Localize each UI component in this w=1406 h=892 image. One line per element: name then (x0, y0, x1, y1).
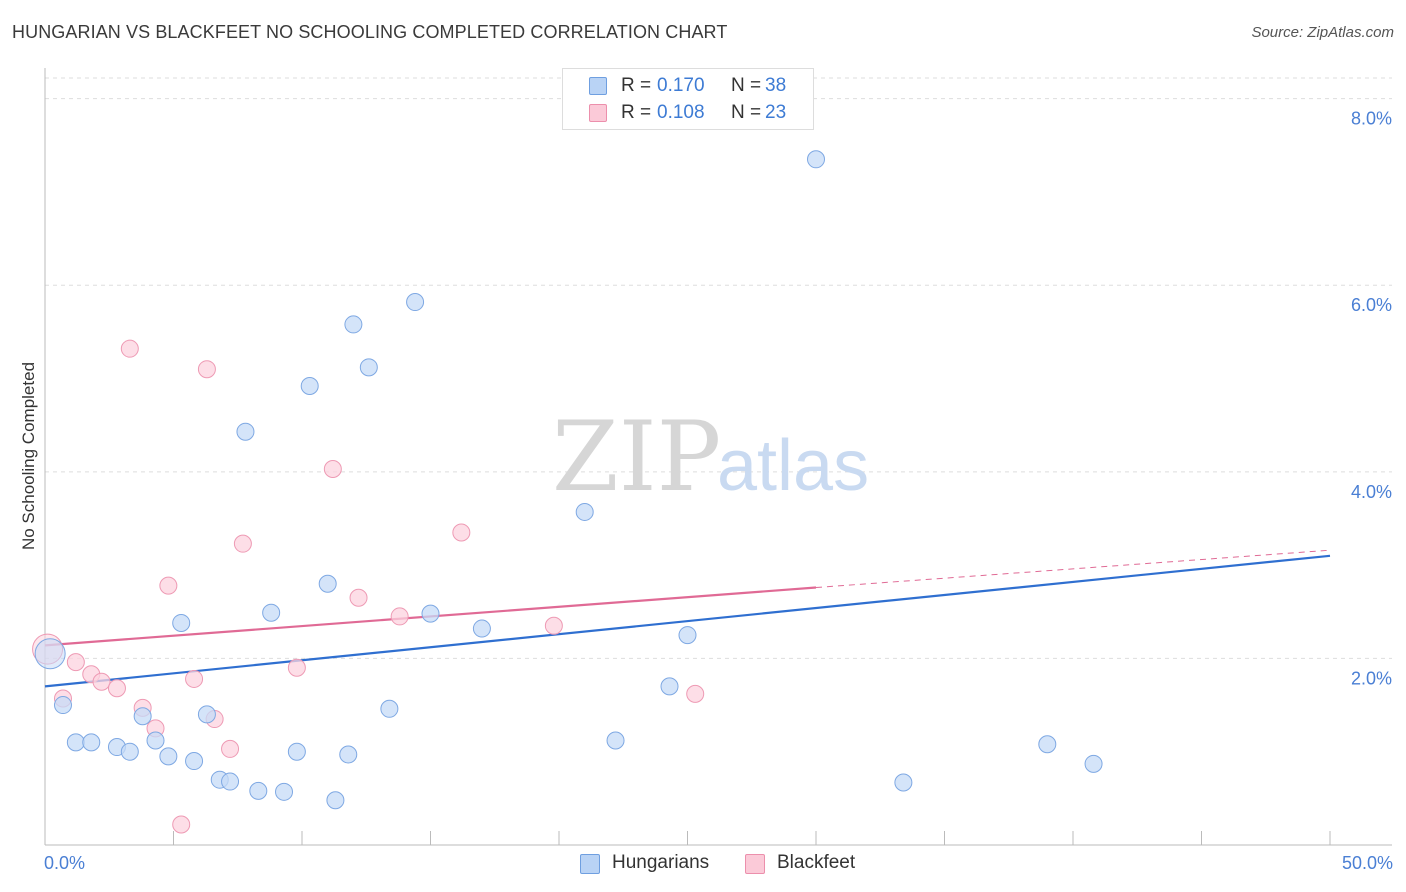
point-hungarians (250, 782, 267, 799)
bottom-legend-label-blackfeet: Blackfeet (777, 852, 855, 874)
bottom-legend-label-hungarians: Hungarians (612, 852, 709, 874)
legend-n-label: N = (731, 102, 761, 124)
point-hungarians (301, 378, 318, 395)
legend-swatch-blackfeet (589, 104, 607, 122)
scatter-chart: ZIP atlas 2.0% 4.0% 6.0% 8.0% 0.0% 50.0% No S… (0, 0, 1406, 892)
watermark-atlas: atlas (717, 426, 869, 506)
point-blackfeet (545, 617, 562, 634)
point-hungarians (808, 151, 825, 168)
point-hungarians (1039, 736, 1056, 753)
trend-lines (45, 550, 1330, 686)
grid-lines (45, 78, 1392, 658)
trendline-hungarians (45, 556, 1330, 687)
y-axis-title: No Schooling Completed (19, 362, 38, 550)
point-hungarians (319, 575, 336, 592)
point-blackfeet (288, 659, 305, 676)
point-blackfeet (108, 680, 125, 697)
legend-swatch-hungarians (589, 77, 607, 95)
point-hungarians (473, 620, 490, 637)
point-blackfeet (350, 589, 367, 606)
legend-n-value: 38 (765, 75, 786, 97)
correlation-legend: R = 0.170 N = 38 R = 0.108 N = 23 (562, 68, 814, 130)
point-blackfeet (93, 673, 110, 690)
point-blackfeet (234, 535, 251, 552)
legend-n-value: 23 (765, 102, 786, 124)
point-hungarians (895, 774, 912, 791)
point-hungarians (54, 697, 71, 714)
bottom-legend-hungarians: Hungarians (580, 852, 730, 876)
point-hungarians (345, 316, 362, 333)
point-blackfeet (687, 685, 704, 702)
x-tick-label-min: 0.0% (44, 853, 85, 873)
point-hungarians (134, 708, 151, 725)
legend-r-label: R = (621, 102, 651, 124)
point-blackfeet (198, 361, 215, 378)
point-blackfeet (67, 654, 84, 671)
point-hungarians (381, 700, 398, 717)
point-hungarians (607, 732, 624, 749)
point-hungarians (35, 639, 65, 669)
point-hungarians (222, 773, 239, 790)
point-blackfeet (173, 816, 190, 833)
point-hungarians (263, 604, 280, 621)
legend-n-label: N = (731, 75, 761, 97)
point-hungarians (121, 743, 138, 760)
watermark-zip: ZIP (552, 401, 721, 513)
bottom-legend-blackfeet: Blackfeet (745, 852, 885, 876)
point-hungarians (198, 706, 215, 723)
point-hungarians (576, 503, 593, 520)
point-blackfeet (160, 577, 177, 594)
legend-r-value: 0.108 (657, 102, 705, 124)
y-tick-label: 4.0% (1351, 482, 1392, 502)
point-blackfeet (453, 524, 470, 541)
x-tick-label-max: 50.0% (1342, 853, 1393, 873)
point-blackfeet (222, 740, 239, 757)
y-tick-label: 2.0% (1351, 668, 1392, 688)
point-hungarians (173, 614, 190, 631)
point-blackfeet (121, 340, 138, 357)
point-hungarians (186, 753, 203, 770)
point-blackfeet (324, 461, 341, 478)
point-hungarians (340, 746, 357, 763)
point-hungarians (679, 627, 696, 644)
point-hungarians (1085, 755, 1102, 772)
point-hungarians (327, 792, 344, 809)
point-hungarians (422, 605, 439, 622)
point-hungarians (160, 748, 177, 765)
bottom-legend-swatch-hungarians (580, 854, 600, 874)
point-hungarians (276, 783, 293, 800)
y-tick-label: 6.0% (1351, 295, 1392, 315)
point-hungarians (288, 743, 305, 760)
point-blackfeet (391, 608, 408, 625)
point-hungarians (147, 732, 164, 749)
legend-r-value: 0.170 (657, 75, 705, 97)
point-hungarians (67, 734, 84, 751)
point-blackfeet (186, 670, 203, 687)
legend-r-label: R = (621, 75, 651, 97)
point-hungarians (83, 734, 100, 751)
point-hungarians (360, 359, 377, 376)
point-hungarians (407, 294, 424, 311)
y-tick-label: 8.0% (1351, 109, 1392, 129)
point-hungarians (661, 678, 678, 695)
bottom-legend-swatch-blackfeet (745, 854, 765, 874)
point-hungarians (237, 423, 254, 440)
